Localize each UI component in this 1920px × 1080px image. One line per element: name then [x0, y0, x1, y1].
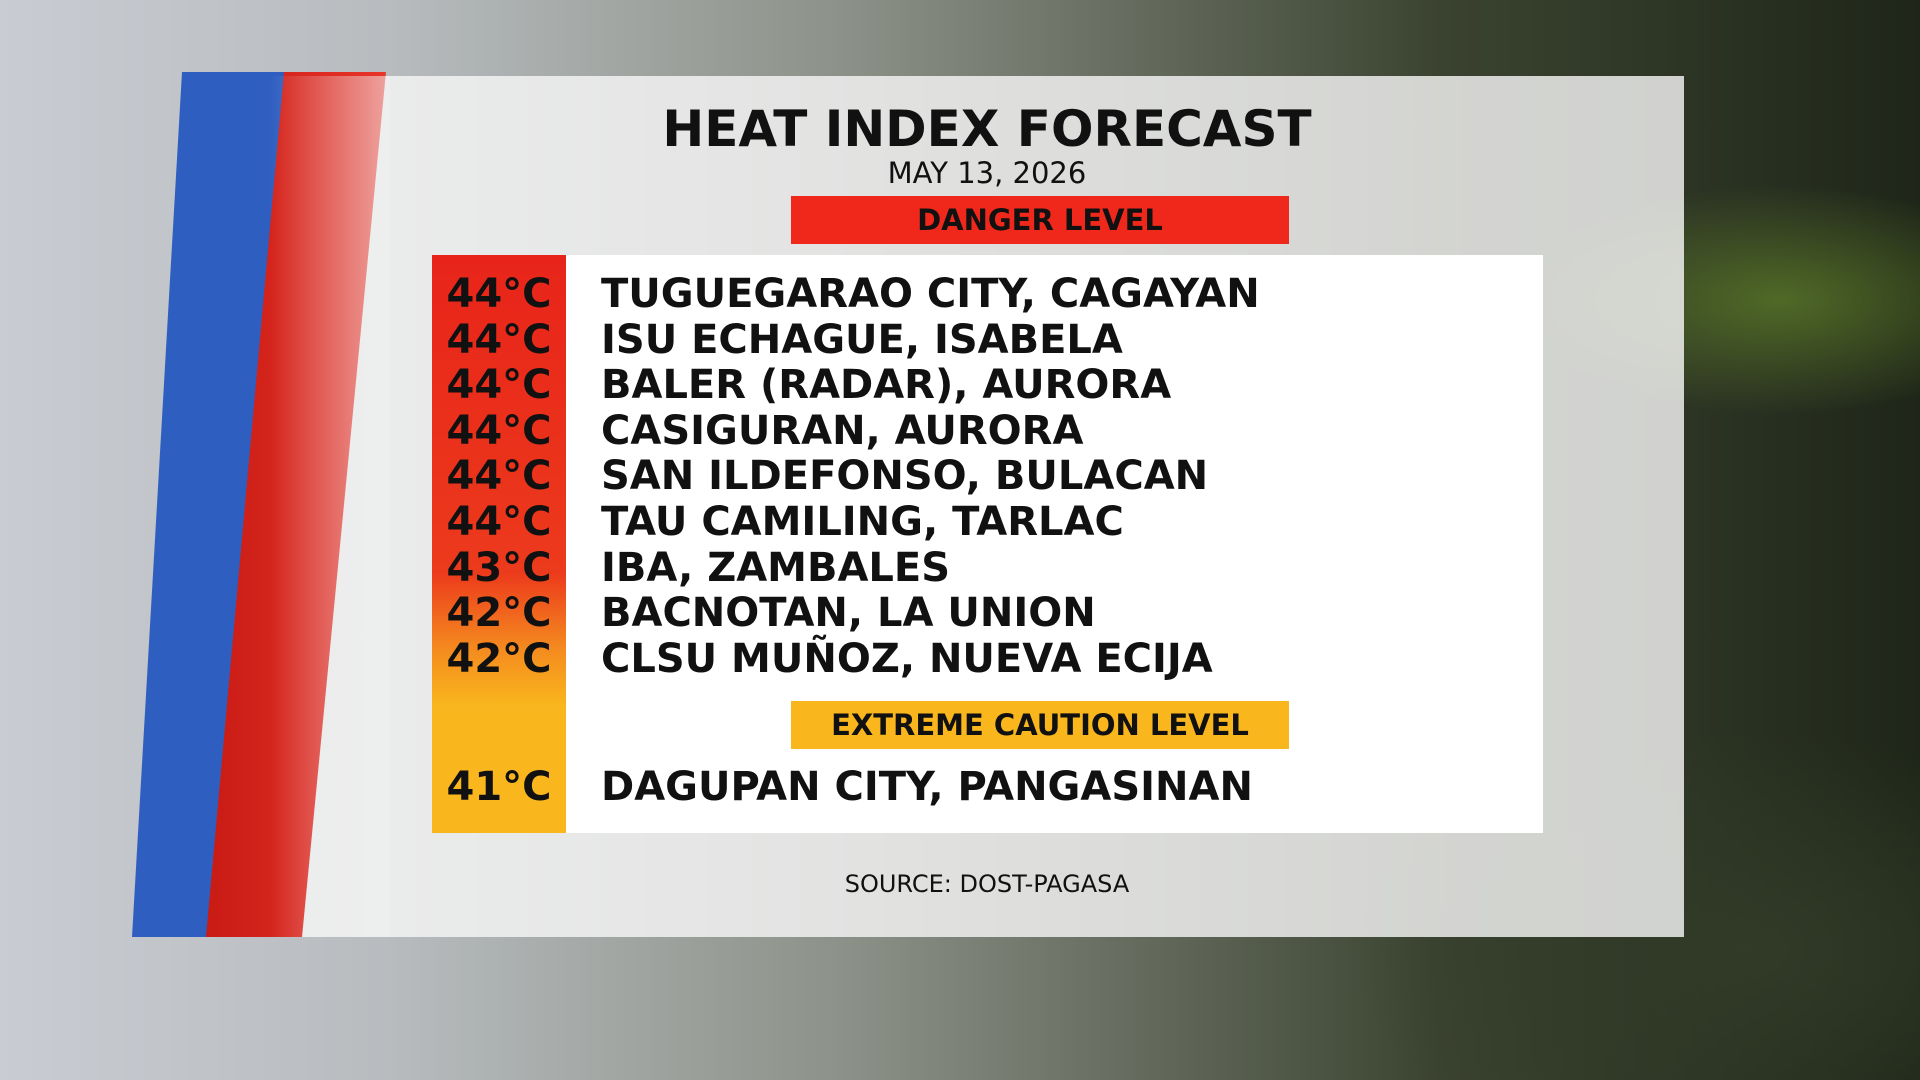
location: TAU CAMILING, TARLAC [601, 499, 1124, 545]
temperature: 43°C [446, 544, 552, 591]
temperature: 44°C [446, 453, 552, 500]
stripe-fade [270, 76, 390, 937]
temperature: 44°C [446, 316, 552, 363]
temp-column [432, 255, 566, 833]
temperature: 44°C [446, 499, 552, 545]
temperature: 44°C [446, 362, 552, 409]
danger-label: DANGER LEVEL [791, 196, 1289, 244]
location: DAGUPAN CITY, PANGASINAN [601, 764, 1253, 810]
location: CLSU MUÑOZ, NUEVA ECIJA [601, 635, 1213, 682]
location: TUGUEGARAO CITY, CAGAYAN [601, 271, 1260, 317]
temperature: 42°C [446, 590, 552, 637]
temperature: 44°C [446, 271, 552, 317]
temperature: 41°C [446, 764, 552, 810]
source: SOURCE: DOST-PAGASA [844, 870, 1130, 898]
location: BACNOTAN, LA UNION [601, 590, 1096, 637]
location: CASIGURAN, AURORA [601, 407, 1084, 454]
location: IBA, ZAMBALES [601, 544, 951, 591]
location: ISU ECHAGUE, ISABELA [601, 316, 1123, 363]
location: BALER (RADAR), AURORA [601, 362, 1172, 409]
caution-label: EXTREME CAUTION LEVEL [791, 701, 1289, 749]
title: HEAT INDEX FORECAST [662, 100, 1312, 158]
temperature: 44°C [446, 407, 552, 454]
temperature: 42°C [446, 635, 552, 682]
date: MAY 13, 2026 [887, 156, 1087, 190]
location: SAN ILDEFONSO, BULACAN [601, 453, 1209, 500]
